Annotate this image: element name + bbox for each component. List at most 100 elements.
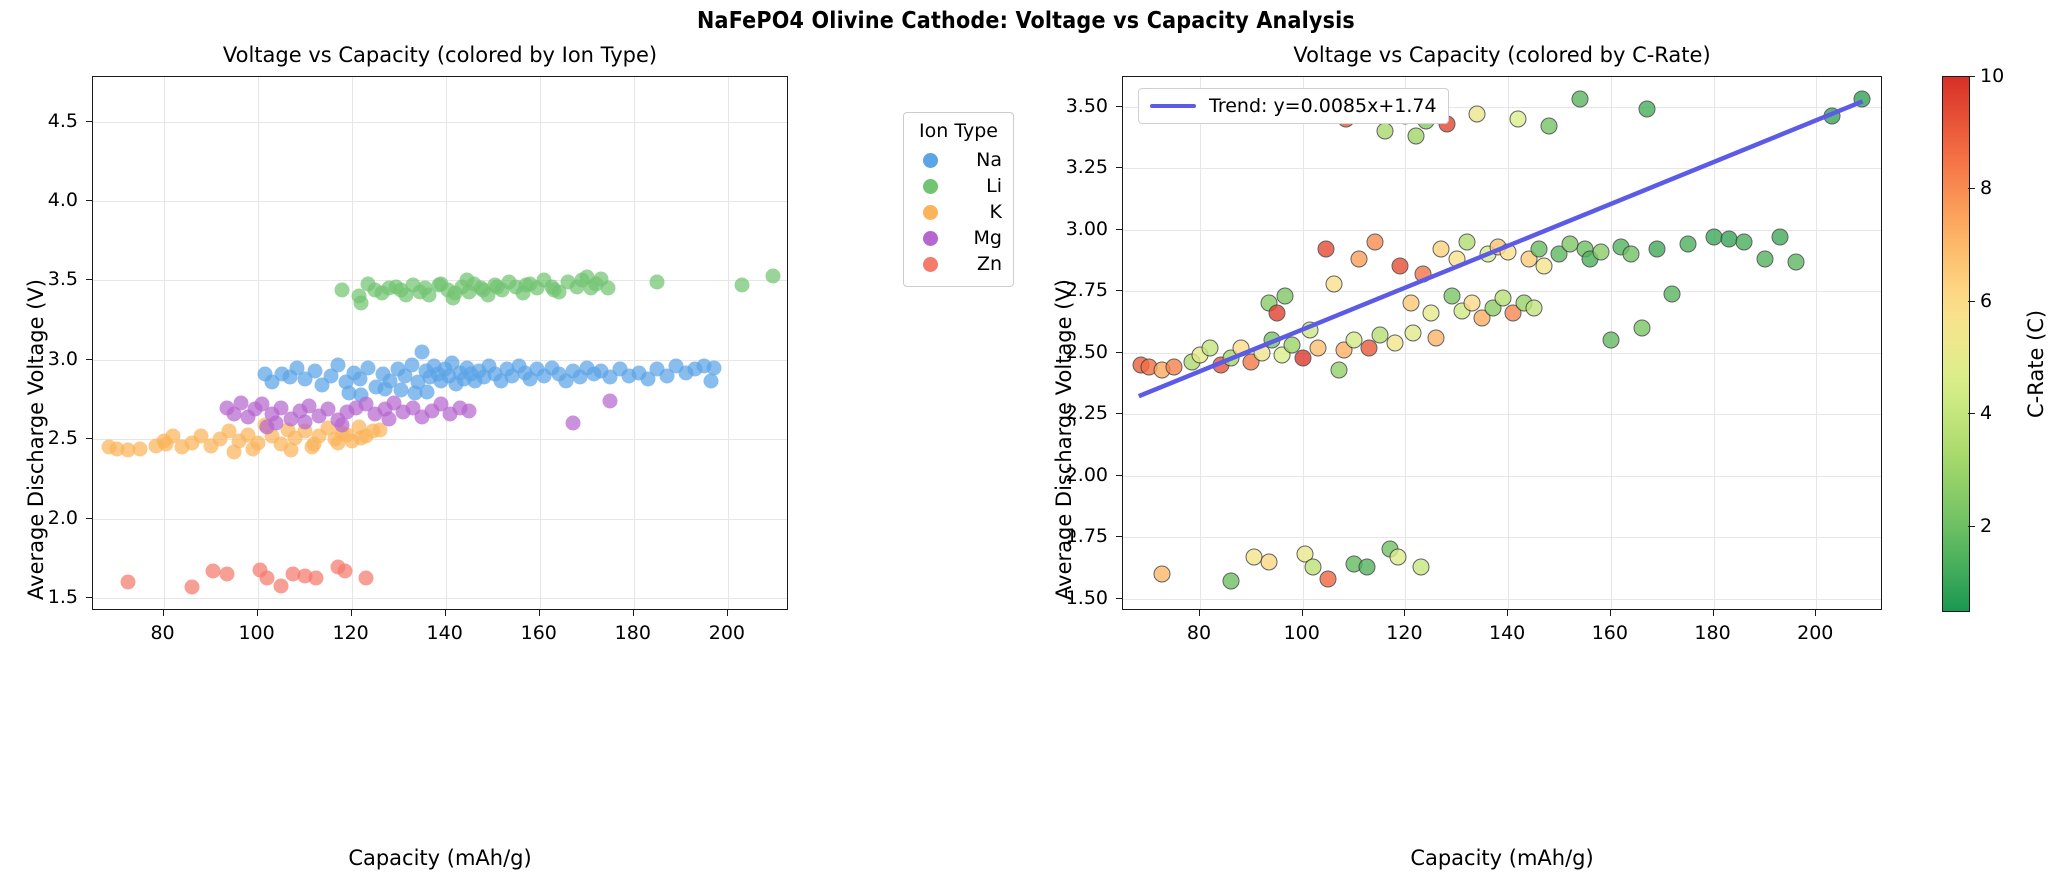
y-axis-tick xyxy=(1116,536,1122,538)
scatter-point-crate xyxy=(1404,324,1422,342)
y-tick-label: 2.5 xyxy=(47,427,78,450)
gridline-horizontal xyxy=(93,200,787,202)
scatter-point-mg xyxy=(297,414,313,430)
scatter-point-mg xyxy=(226,406,242,422)
gridline-horizontal xyxy=(93,518,787,520)
scatter-point-na xyxy=(307,363,323,379)
y-axis-tick xyxy=(1116,290,1122,292)
scatter-point-crate xyxy=(1414,265,1432,283)
legend-item-na[interactable]: Na xyxy=(915,147,1002,173)
scatter-point-crate xyxy=(1366,233,1384,251)
scatter-point-crate xyxy=(1720,230,1738,248)
scatter-point-crate xyxy=(1525,299,1543,317)
scatter-point-crate xyxy=(1494,289,1512,307)
scatter-point-crate xyxy=(1389,548,1407,566)
y-axis-tick xyxy=(1116,167,1122,169)
x-tick-label: 200 xyxy=(1797,622,1834,644)
scatter-point-crate xyxy=(1509,110,1527,128)
y-axis-tick xyxy=(1116,597,1122,599)
scatter-point-mg xyxy=(461,403,477,419)
colorbar-tick-label: 8 xyxy=(1980,177,1993,200)
scatter-point-mg xyxy=(273,400,289,416)
y-tick-label: 4.5 xyxy=(47,109,78,132)
scatter-point-crate xyxy=(1535,257,1553,275)
scatter-point-crate xyxy=(1309,339,1327,357)
scatter-point-crate xyxy=(1222,572,1240,590)
y-axis-tick xyxy=(86,597,92,599)
scatter-point-k xyxy=(132,441,148,457)
right-plot-area[interactable] xyxy=(1122,76,1882,610)
scatter-point-crate xyxy=(1432,240,1450,258)
scatter-point-crate xyxy=(1358,558,1376,576)
y-axis-tick xyxy=(1116,351,1122,353)
trend-line-label: Trend: y=0.0085x+1.74 xyxy=(1209,95,1437,117)
scatter-point-k xyxy=(306,436,322,452)
colorbar-title: C-Rate (C) xyxy=(2024,309,2048,418)
scatter-point-li xyxy=(489,279,505,295)
scatter-point-zn xyxy=(219,566,235,582)
x-tick-label: 140 xyxy=(1488,622,1526,644)
x-axis-tick xyxy=(256,610,258,616)
right-y-axis-label: Average Discharge Voltage (V) xyxy=(1052,279,1076,600)
scatter-point-crate xyxy=(1268,304,1286,322)
gridline-horizontal xyxy=(93,121,787,123)
y-axis-tick xyxy=(86,517,92,519)
gridline-vertical xyxy=(445,77,447,609)
left-scatter-panel: Voltage vs Capacity (colored by Ion Type… xyxy=(92,43,788,610)
trend-line-legend[interactable]: Trend: y=0.0085x+1.74 xyxy=(1138,88,1449,124)
scatter-point-crate xyxy=(1319,570,1337,588)
legend-item-li[interactable]: Li xyxy=(915,173,1002,199)
legend-item-mg[interactable]: Mg xyxy=(915,225,1002,251)
colorbar-tick xyxy=(1968,413,1975,415)
scatter-point-na xyxy=(393,382,409,398)
x-axis-tick xyxy=(1301,610,1303,616)
scatter-point-mg xyxy=(381,411,397,427)
left-x-axis-label: Capacity (mAh/g) xyxy=(348,846,532,870)
y-axis-tick xyxy=(86,199,92,201)
ion-type-legend[interactable]: Ion Type Na Li K Mg Zn xyxy=(903,112,1014,287)
energy-density-contours xyxy=(93,77,787,609)
y-tick-label: 3.0 xyxy=(47,347,78,370)
y-axis-tick xyxy=(86,120,92,122)
scatter-point-crate xyxy=(1260,553,1278,571)
legend-item-label: Li xyxy=(986,175,1002,197)
left-plot-area[interactable]: 200 Wh/kg300 Wh/kg400 Wh/kg xyxy=(92,76,788,610)
scatter-point-crate xyxy=(1705,228,1723,246)
scatter-point-mg xyxy=(334,417,350,433)
scatter-point-crate xyxy=(1499,243,1517,261)
scatter-point-crate xyxy=(1622,245,1640,263)
x-axis-tick xyxy=(444,610,446,616)
scatter-point-zn xyxy=(358,570,374,586)
gridline-vertical xyxy=(1302,77,1304,609)
x-tick-label: 80 xyxy=(150,622,175,644)
scatter-point-na xyxy=(414,344,430,360)
legend-item-zn[interactable]: Zn xyxy=(915,251,1002,277)
scatter-point-zn xyxy=(297,568,313,584)
x-tick-label: 100 xyxy=(1283,622,1320,644)
scatter-point-crate xyxy=(1443,287,1461,305)
gridline-horizontal xyxy=(1123,475,1881,477)
gridline-vertical xyxy=(727,77,729,609)
scatter-point-crate xyxy=(1386,334,1404,352)
legend-item-k[interactable]: K xyxy=(915,199,1002,225)
x-axis-tick xyxy=(1712,610,1714,616)
legend-item-label: Mg xyxy=(973,227,1002,249)
scatter-point-crate xyxy=(1663,285,1681,303)
scatter-point-crate xyxy=(1468,105,1486,123)
scatter-point-na xyxy=(397,368,413,384)
scatter-point-na xyxy=(407,385,423,401)
scatter-point-zn xyxy=(273,578,289,594)
c-rate-colorbar[interactable] xyxy=(1942,76,1970,612)
scatter-point-crate xyxy=(1756,250,1774,268)
scatter-point-na xyxy=(703,373,719,389)
scatter-point-crate xyxy=(1201,339,1219,357)
y-tick-label: 4.0 xyxy=(47,188,78,211)
scatter-point-crate xyxy=(1153,565,1170,583)
gridline-horizontal xyxy=(93,359,787,361)
gridline-horizontal xyxy=(1123,537,1881,539)
scatter-point-li xyxy=(381,280,397,296)
scatter-point-li xyxy=(593,271,609,287)
scatter-point-na xyxy=(341,385,357,401)
scatter-point-crate xyxy=(1648,240,1666,258)
